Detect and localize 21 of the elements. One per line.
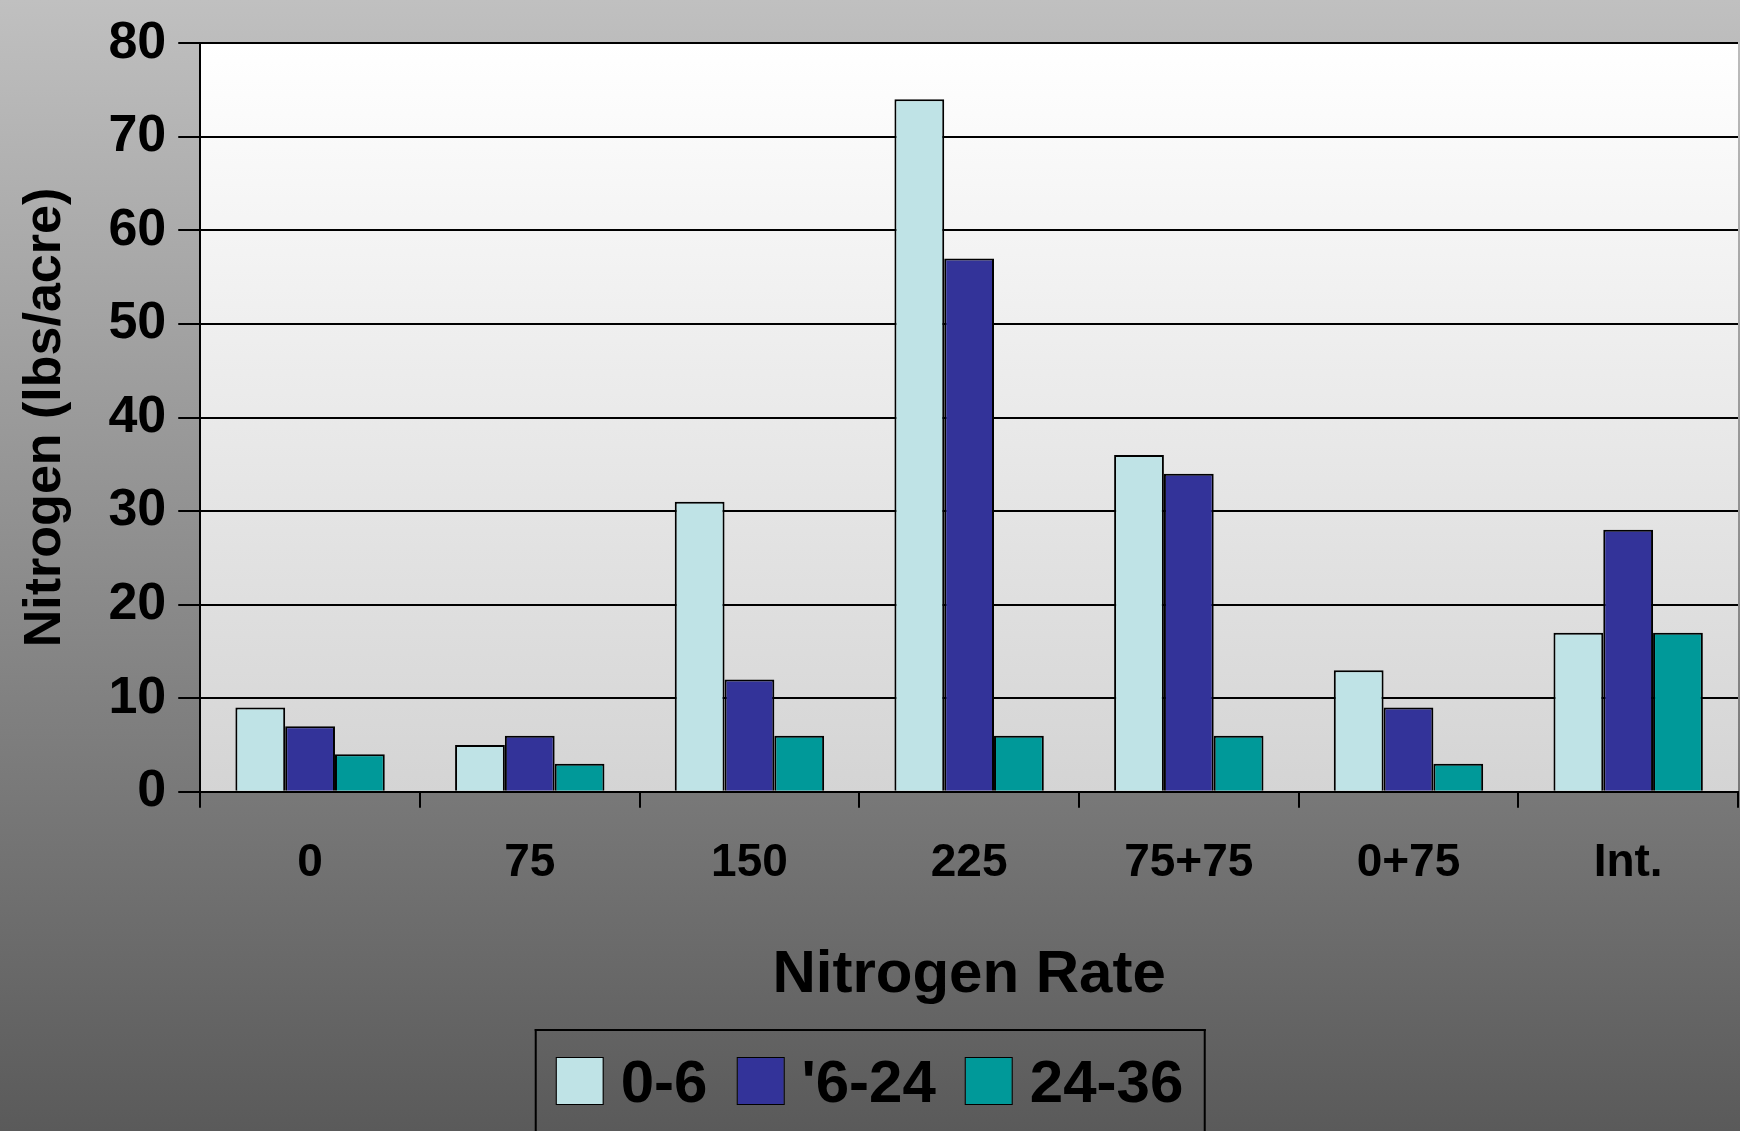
legend-label: 24-36	[1029, 1046, 1184, 1116]
y-tick-label: 50	[108, 291, 167, 350]
x-tick-label: 225	[930, 834, 1008, 887]
y-tick-label: 70	[108, 104, 167, 163]
y-tick-label: 40	[108, 384, 167, 443]
x-axis-title: Nitrogen Rate	[772, 937, 1166, 1005]
y-tick-label: 10	[108, 665, 167, 724]
y-axis-title: Nitrogen (lbs/acre)	[12, 187, 71, 648]
x-tick-label: 75+75	[1124, 834, 1254, 887]
x-tick-label: 0+75	[1356, 834, 1461, 887]
y-tick-label: 30	[108, 478, 167, 537]
y-tick-label: 20	[108, 571, 167, 630]
x-tick-label: 75	[504, 834, 556, 887]
legend-label: '6-24	[801, 1046, 936, 1116]
y-tick-label: 80	[108, 10, 167, 69]
y-tick-label: 60	[108, 197, 167, 256]
x-tick-label: 0	[297, 834, 323, 887]
y-tick-label: 0	[137, 759, 167, 818]
legend-label: 0-6	[620, 1046, 708, 1116]
x-tick-label: Int.	[1593, 834, 1663, 887]
x-tick-label: 150	[711, 834, 788, 887]
